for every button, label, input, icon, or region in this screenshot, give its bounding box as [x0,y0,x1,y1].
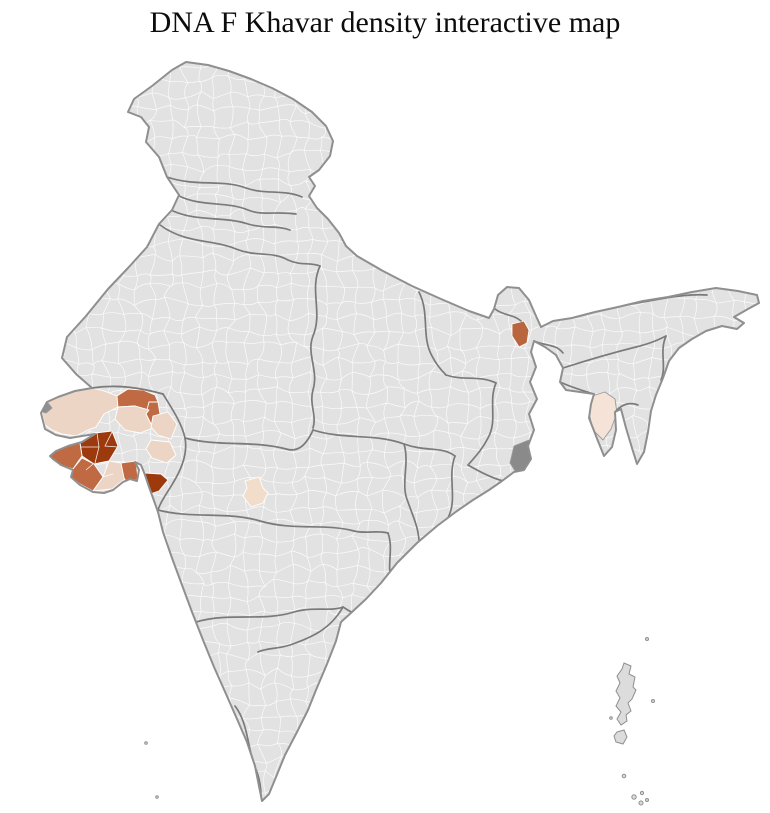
island [609,716,613,720]
country-coastline-outline [40,61,760,802]
district-subdivision-lines [81,431,119,478]
island [638,800,644,806]
island [645,637,649,641]
island [651,699,655,703]
map-region[interactable] [242,476,269,508]
map-region[interactable] [145,439,177,464]
island [615,662,637,726]
island [631,794,637,800]
island-chain[interactable] [144,637,655,806]
island [613,729,628,745]
map-region[interactable] [150,411,178,440]
map-region[interactable] [511,320,530,348]
island [645,798,649,802]
island [155,795,159,799]
island [639,790,645,796]
island [621,773,627,779]
island [144,741,148,745]
india-landmass[interactable] [41,62,759,801]
map-region[interactable] [588,391,618,441]
page-title: DNA F Khavar density interactive map [149,6,621,39]
